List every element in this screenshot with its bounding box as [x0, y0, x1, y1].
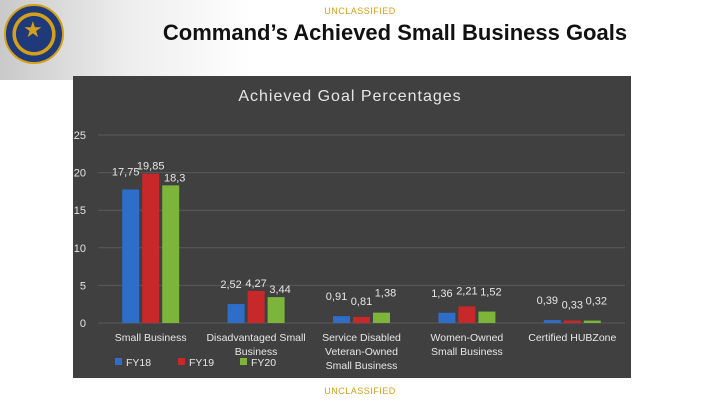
category-label-line: Small Business [431, 346, 503, 358]
category-label-line: Certified HUBZone [528, 332, 616, 344]
bar-fy18 [122, 189, 140, 323]
y-tick-label: 5 [80, 280, 86, 292]
data-label-fy18: 2,52 [220, 279, 241, 291]
y-tick-label: 15 [74, 205, 86, 217]
data-label-fy19: 4,27 [245, 278, 266, 290]
category-label-line: Women-Owned [431, 332, 504, 344]
header-band [0, 0, 720, 80]
bar-fy20 [267, 297, 285, 323]
bar-fy20 [373, 312, 390, 323]
slide-title: Command’s Achieved Small Business Goals [162, 20, 628, 45]
y-tick-label: 25 [74, 130, 86, 142]
data-label-fy19: 2,21 [456, 285, 477, 297]
bar-fy18 [333, 316, 350, 323]
category-label-line: Veteran-Owned [325, 346, 398, 358]
data-label-fy18: 1,36 [431, 288, 452, 300]
data-label-fy19: 0,81 [351, 296, 372, 308]
bar-fy20 [478, 311, 496, 323]
bar-fy19 [458, 306, 476, 323]
classification-banner-bottom: UNCLASSIFIED [324, 386, 396, 396]
legend-swatch-fy20 [240, 358, 247, 365]
command-seal-logo: ★ [4, 4, 64, 64]
data-label-fy19: 0,33 [562, 300, 583, 312]
bar-fy20 [162, 185, 180, 323]
category-label-line: Disadvantaged Small [206, 332, 305, 344]
bar-fy19 [142, 173, 160, 323]
bar-fy19 [247, 290, 265, 323]
data-label-fy20: 18,3 [164, 172, 185, 184]
data-label-fy20: 0,32 [586, 296, 607, 308]
legend-label-fy20: FY20 [251, 357, 276, 369]
category-label: Certified HUBZone [528, 332, 616, 344]
data-label-fy19: 19,85 [137, 161, 165, 173]
data-label-fy18: 0,39 [537, 295, 558, 307]
category-label-line: Business [235, 346, 278, 358]
data-label-fy20: 1,52 [480, 287, 501, 299]
category-label-line: Small Business [115, 332, 187, 344]
star-icon: ★ [23, 17, 43, 42]
legend-label-fy18: FY18 [126, 357, 151, 369]
legend-label-fy19: FY19 [189, 357, 214, 369]
y-tick-label: 10 [74, 243, 86, 255]
data-label-fy18: 0,91 [326, 291, 347, 303]
bar-fy18 [543, 320, 561, 323]
bar-fy18 [438, 312, 456, 323]
legend-swatch-fy18 [115, 358, 122, 365]
legend-swatch-fy19 [178, 358, 185, 365]
category-label: Service Disabled Veteran-Owned Small Busin… [322, 332, 401, 372]
bar-fy18 [227, 304, 245, 323]
category-label: Small Business [115, 332, 187, 344]
y-tick-label: 20 [74, 168, 86, 180]
classification-banner-top: UNCLASSIFIED [324, 6, 396, 16]
bar-fy19 [563, 320, 581, 323]
data-label-fy20: 3,44 [269, 284, 290, 296]
category-label: Women-Owned Small Business [431, 332, 504, 358]
y-tick-label: 0 [80, 318, 86, 330]
data-label-fy18: 17,75 [112, 167, 140, 179]
category-label-line: Service Disabled [322, 332, 401, 344]
category-label: Disadvantaged Small Business [206, 332, 305, 358]
bar-fy20 [583, 320, 601, 323]
bar-fy19 [353, 316, 370, 323]
chart-title: Achieved Goal Percentages [238, 88, 461, 105]
category-label-line: Small Business [326, 360, 398, 372]
data-label-fy20: 1,38 [375, 288, 396, 300]
